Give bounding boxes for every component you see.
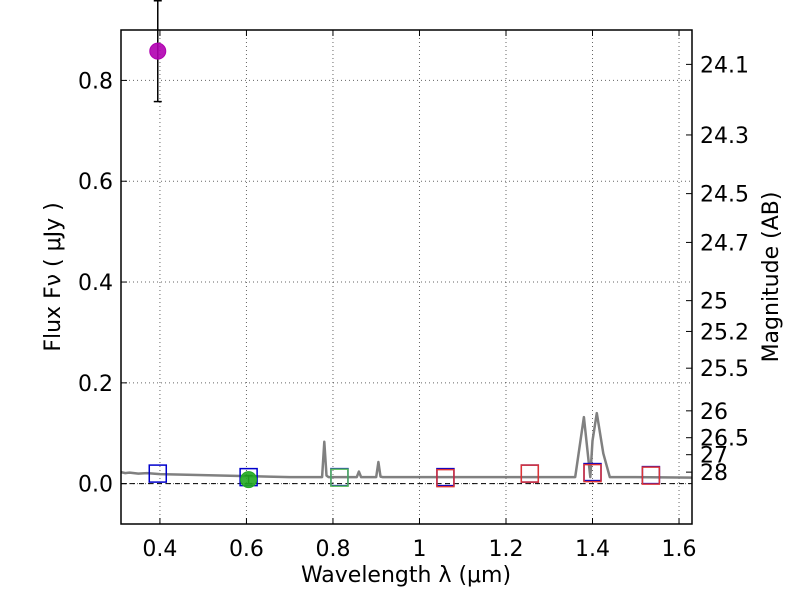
red-squares-marker <box>641 466 661 485</box>
mag-tick-label: 28 <box>700 461 728 486</box>
x-axis-label: Wavelength λ (μm) <box>301 563 511 588</box>
x-tick-label: 1.2 <box>488 537 523 562</box>
mag-tick-label: 25.5 <box>700 357 749 382</box>
tick-layer: 0.4 0.6 0.8 1 1.2 1.4 1.6 0.0 0.2 0.4 0.6 0.8 24.1 24… <box>78 30 749 562</box>
y2-axis-label: Magnitude (AB) <box>759 192 784 363</box>
x-tick-label: 1 <box>412 537 426 562</box>
mag-tick-label: 24.3 <box>700 124 749 149</box>
mag-tick-label: 26.5 <box>700 427 749 452</box>
red-squares-marker <box>520 464 540 483</box>
red-squares-marker <box>436 468 455 488</box>
y-tick-label: 0.6 <box>78 170 113 195</box>
y-tick-label: 0.4 <box>78 271 113 296</box>
y-tick-label: 0.2 <box>78 372 113 397</box>
y-tick-label: 0.0 <box>78 473 113 498</box>
blue-squares-marker <box>148 464 168 483</box>
mag-tick-label: 24.5 <box>700 183 749 208</box>
mag-tick-label: 24.7 <box>700 231 749 256</box>
mag-tick-label: 25 <box>700 290 728 315</box>
red-squares-marker <box>583 463 602 483</box>
x-tick-label: 1.6 <box>662 537 697 562</box>
blue-squares-marker <box>520 464 540 483</box>
x-tick-label: 0.6 <box>229 537 264 562</box>
y-tick-label: 0.8 <box>78 69 113 94</box>
green-detection-marker <box>240 471 258 489</box>
mag-tick-label: 27 <box>700 444 728 469</box>
x-tick-label: 0.8 <box>315 537 350 562</box>
grid-layer <box>121 30 692 524</box>
plot-frame <box>120 29 693 525</box>
x-tick-label: 0.4 <box>142 537 177 562</box>
mag-tick-label: 26 <box>700 400 728 425</box>
x-tick-label: 1.4 <box>575 537 610 562</box>
series-layer <box>120 0 693 489</box>
model-sed-line <box>120 411 693 479</box>
y-axis-label: Flux Fν ( μJy ) <box>41 202 66 351</box>
mag-tick-label: 24.1 <box>700 53 749 78</box>
blue-squares-marker <box>641 465 661 485</box>
magenta-detection-marker <box>149 42 167 60</box>
green-squares-marker <box>330 468 349 487</box>
mag-tick-label: 25.2 <box>700 320 749 345</box>
